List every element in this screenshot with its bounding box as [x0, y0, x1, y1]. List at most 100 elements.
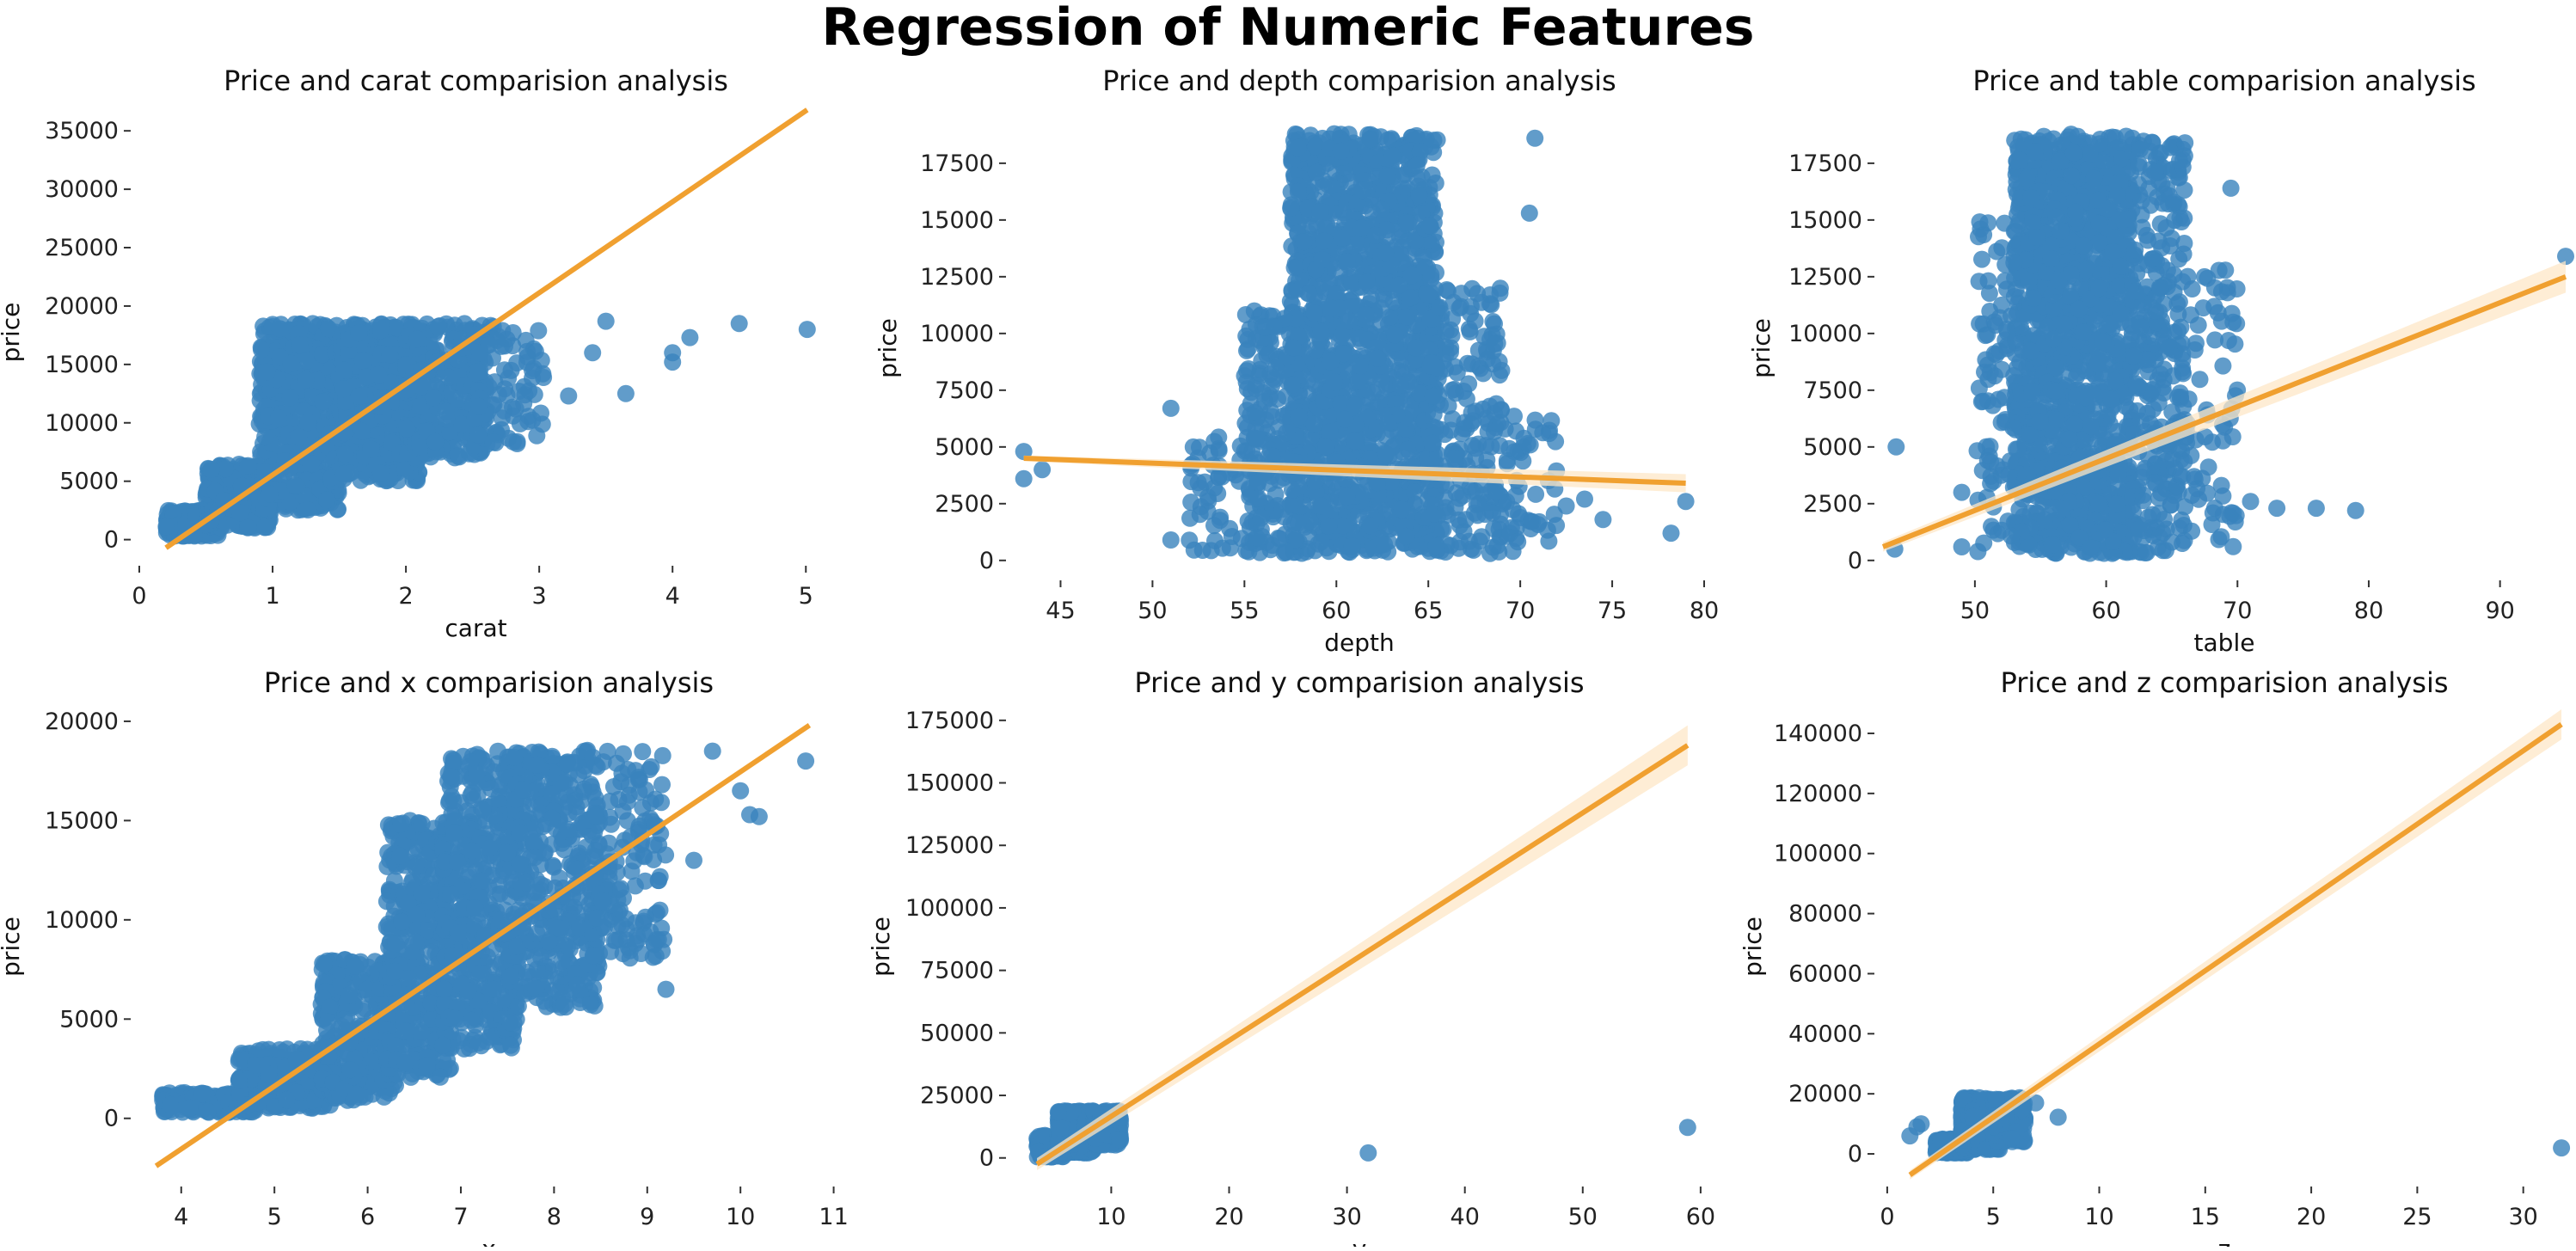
data-point [303, 455, 320, 472]
x-tick-label: 0 [132, 583, 146, 610]
data-point [1379, 414, 1396, 431]
data-point [1458, 390, 1475, 408]
data-point [1346, 432, 1364, 450]
data-point [1205, 480, 1223, 497]
data-point [1497, 420, 1514, 438]
data-point [1428, 537, 1445, 555]
data-point [1300, 285, 1317, 302]
data-point [408, 330, 426, 347]
y-axis-label: price [0, 303, 25, 363]
data-point [1333, 143, 1350, 160]
subplot-title: Price and carat comparision analysis [224, 64, 728, 97]
data-point [1192, 506, 1209, 523]
data-point [1429, 132, 1446, 149]
data-point [1377, 445, 1395, 463]
data-point [1527, 486, 1544, 503]
data-point [1487, 396, 1505, 413]
data-point [469, 426, 487, 444]
data-point [1426, 406, 1443, 423]
data-point [1392, 377, 1409, 394]
data-point [1203, 542, 1220, 559]
data-point [1451, 490, 1468, 507]
data-point [1363, 290, 1380, 307]
data-point [232, 504, 249, 521]
data-point [351, 388, 368, 405]
y-tick-label: 10000 [45, 410, 119, 437]
data-point [503, 362, 520, 379]
data-point [1307, 341, 1324, 359]
data-point [1249, 474, 1267, 491]
data-point [481, 336, 498, 353]
y-tick-label: 12500 [1788, 264, 1862, 291]
data-point [1399, 441, 1416, 458]
data-point [1424, 435, 1441, 452]
data-point [1295, 233, 1312, 250]
data-point [1358, 273, 1375, 291]
data-point [664, 344, 681, 361]
x-tick-label: 2 [399, 583, 414, 610]
data-point [335, 362, 353, 379]
data-point [335, 380, 353, 397]
data-point [286, 477, 304, 494]
data-point [1377, 244, 1394, 261]
data-point [1290, 139, 1307, 156]
data-point [412, 438, 429, 455]
data-point [1361, 517, 1378, 534]
data-point [1320, 518, 1337, 535]
y-tick-label: 5000 [935, 434, 994, 461]
x-tick-label: 65 [1414, 598, 1443, 624]
y-tick-label: 0 [979, 548, 994, 574]
data-point [1307, 473, 1324, 490]
data-point [496, 402, 513, 420]
data-point [1250, 490, 1267, 507]
data-point [1248, 430, 1265, 447]
data-point [1205, 517, 1223, 534]
data-point [1162, 400, 1180, 417]
data-point [1438, 323, 1455, 340]
data-point [1505, 543, 1522, 560]
data-point [1677, 493, 1695, 510]
scatter-points [157, 313, 815, 545]
data-point [598, 313, 615, 330]
data-point [1443, 421, 1460, 438]
y-axis-label: price [1747, 318, 1776, 378]
data-point [1526, 130, 1543, 147]
data-point [1378, 168, 1395, 185]
data-point [281, 389, 298, 406]
data-point [1442, 344, 1459, 361]
data-point [256, 519, 273, 537]
data-point [363, 441, 380, 458]
data-point [1205, 433, 1223, 451]
data-point [1410, 187, 1427, 204]
data-point [1431, 298, 1448, 316]
data-point [1372, 201, 1389, 218]
x-tick-label: 3 [532, 583, 547, 610]
data-point [1486, 335, 1503, 353]
data-point [258, 364, 275, 381]
data-point [1386, 326, 1403, 343]
data-point [372, 464, 389, 481]
x-tick-label: 50 [1960, 598, 1990, 624]
data-point [314, 393, 331, 410]
data-point [219, 517, 236, 534]
data-point [1290, 408, 1307, 426]
data-point [426, 433, 444, 451]
data-point [1451, 533, 1469, 550]
data-point [337, 445, 354, 463]
subplot-title: Price and depth comparision analysis [1102, 64, 1616, 97]
data-point [1251, 367, 1268, 384]
data-point [1488, 483, 1506, 500]
data-point [1519, 435, 1536, 452]
data-point [1284, 481, 1301, 499]
x-axis-label: depth [1324, 629, 1395, 657]
data-point [1421, 217, 1438, 234]
data-point [370, 366, 387, 383]
data-point [731, 315, 748, 332]
scatter-points [1886, 126, 2574, 561]
data-point [1663, 524, 1680, 542]
y-tick-label: 7500 [1803, 377, 1862, 404]
y-tick-label: 20000 [45, 293, 119, 320]
data-point [1322, 423, 1339, 440]
